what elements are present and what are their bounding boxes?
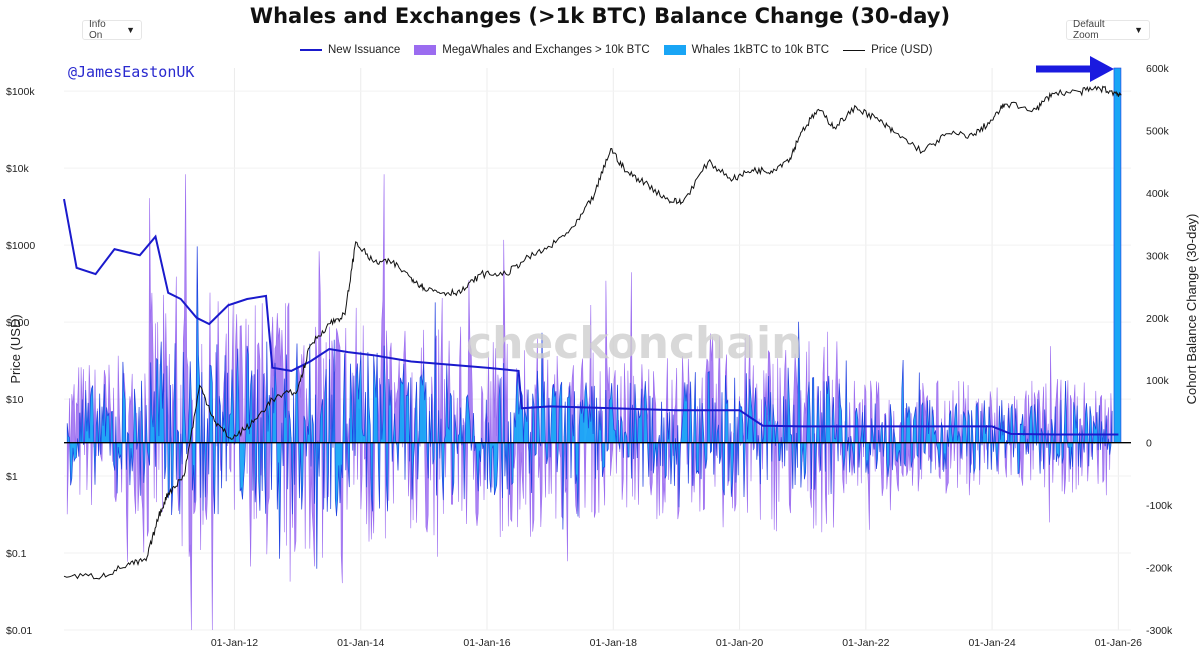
info-toggle-dropdown[interactable]: Info On ▼ xyxy=(82,19,142,41)
y-right-tick-label: 600k xyxy=(1146,63,1170,75)
watermark: checkonchain xyxy=(466,318,803,369)
info-toggle-label: Info On xyxy=(89,19,106,41)
legend-label: New Issuance xyxy=(328,44,401,56)
y-left-tick-label: $0.1 xyxy=(6,548,27,560)
y-left-axis-title: Price (USD) xyxy=(8,314,23,383)
y-right-tick-label: 300k xyxy=(1146,250,1170,262)
megawhales-area xyxy=(66,174,1113,631)
x-tick-label: 01-Jan-26 xyxy=(1095,637,1142,649)
x-tick-label: 01-Jan-18 xyxy=(590,637,637,649)
y-left-tick-label: $100k xyxy=(6,86,35,98)
chart-title: Whales and Exchanges (>1k BTC) Balance C… xyxy=(249,4,951,28)
legend-swatch-megawhales xyxy=(414,45,437,55)
y-left-tick-label: $10 xyxy=(6,394,24,406)
x-tick-label: 01-Jan-16 xyxy=(463,637,510,649)
x-tick-label: 01-Jan-20 xyxy=(716,637,763,649)
x-tick-label: 01-Jan-14 xyxy=(337,637,384,649)
x-tick-label: 01-Jan-22 xyxy=(842,637,889,649)
legend-label: Price (USD) xyxy=(871,44,933,56)
y-right-tick-label: -200k xyxy=(1146,563,1173,575)
y-right-axis-title: Cohort Balance Change (30-day) xyxy=(1184,214,1199,405)
y-right-tick-label: -300k xyxy=(1146,625,1173,637)
y-left-tick-label: $10k xyxy=(6,163,30,175)
caret-down-icon: ▼ xyxy=(126,25,135,35)
legend-swatch-price xyxy=(843,49,866,51)
chart-legend: New Issuance MegaWhales and Exchanges > … xyxy=(300,44,940,56)
y-left-tick-label: $0.01 xyxy=(6,625,32,637)
zoom-dropdown[interactable]: Default Zoom ▼ xyxy=(1066,19,1150,41)
legend-item-price[interactable]: Price (USD) xyxy=(843,44,932,56)
legend-swatch-whales xyxy=(663,45,686,55)
whales-spike-bar xyxy=(1113,67,1122,443)
caret-down-icon: ▼ xyxy=(1134,25,1143,35)
new-issuance-line xyxy=(63,198,1119,436)
legend-label: Whales 1kBTC to 10k BTC xyxy=(691,44,830,56)
legend-item-megawhales[interactable]: MegaWhales and Exchanges > 10k BTC xyxy=(414,44,650,56)
y-right-tick-label: 200k xyxy=(1146,313,1170,325)
y-left-tick-label: $1000 xyxy=(6,240,35,252)
author-handle: @JamesEastonUK xyxy=(68,63,195,81)
price-line xyxy=(63,85,1122,580)
legend-swatch-new-issuance xyxy=(300,49,322,51)
x-tick-label: 01-Jan-24 xyxy=(968,637,1015,649)
y-right-tick-label: 100k xyxy=(1146,375,1170,387)
x-tick-label: 01-Jan-12 xyxy=(211,637,258,649)
legend-item-new-issuance[interactable]: New Issuance xyxy=(300,44,400,56)
y-right-tick-label: 0 xyxy=(1146,438,1152,450)
y-left-tick-label: $100 xyxy=(6,317,30,329)
arrow-right-icon-head xyxy=(1090,56,1114,82)
y-right-tick-label: -100k xyxy=(1146,500,1173,512)
legend-label: MegaWhales and Exchanges > 10k BTC xyxy=(442,44,650,56)
y-right-tick-label: 500k xyxy=(1146,125,1170,137)
y-right-tick-label: 400k xyxy=(1146,188,1170,200)
zoom-label: Default Zoom xyxy=(1073,19,1105,41)
y-left-tick-label: $1 xyxy=(6,471,18,483)
legend-item-whales[interactable]: Whales 1kBTC to 10k BTC xyxy=(663,44,830,56)
